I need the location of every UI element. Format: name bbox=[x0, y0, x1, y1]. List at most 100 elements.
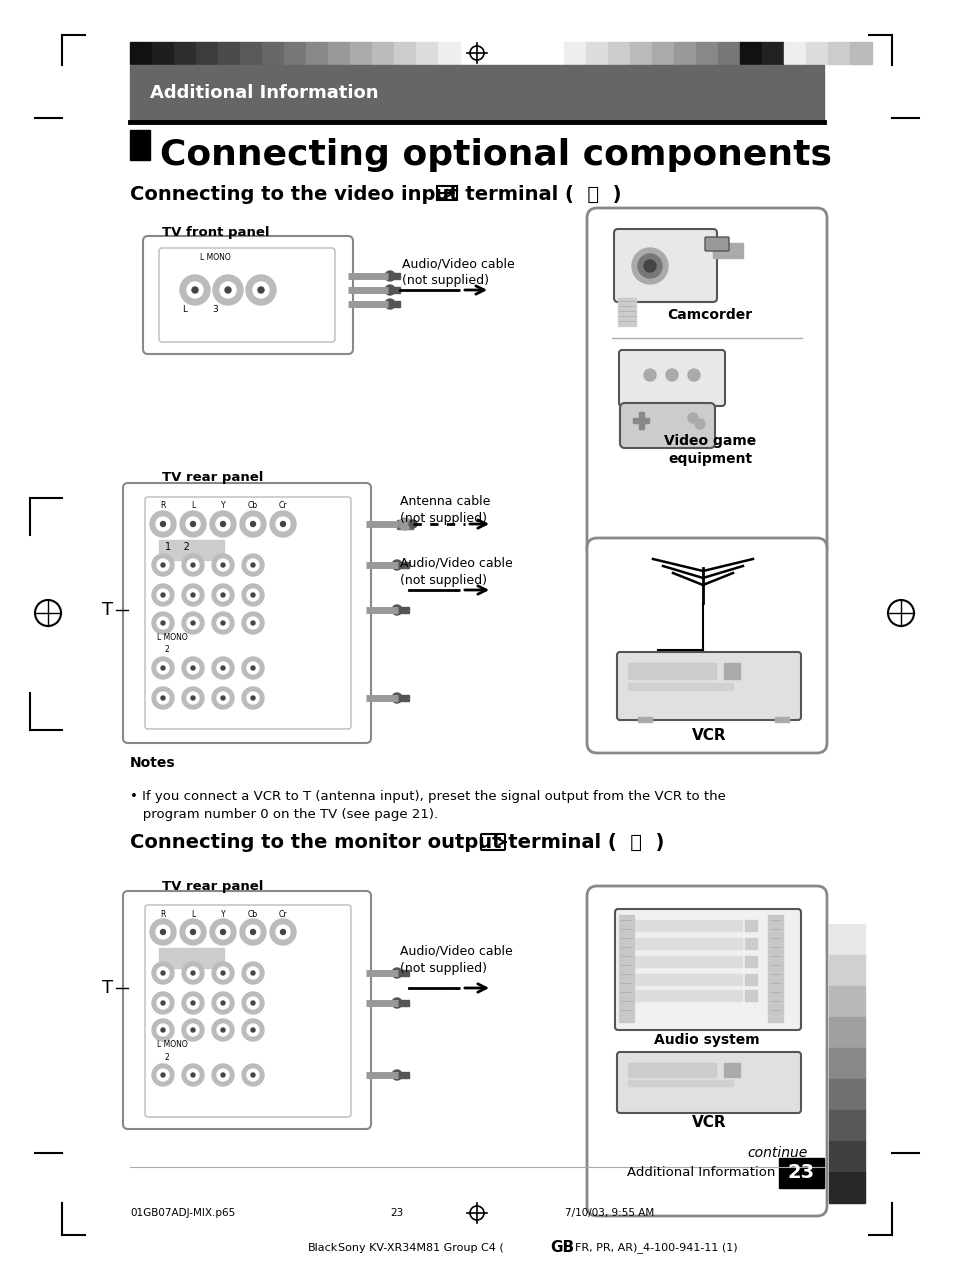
Bar bbox=[723, 1063, 740, 1077]
Bar bbox=[631, 956, 741, 966]
Text: Cr: Cr bbox=[278, 911, 287, 919]
Circle shape bbox=[187, 282, 203, 298]
Text: Connecting to the monitor output terminal (  ⩊  ): Connecting to the monitor output termina… bbox=[130, 833, 663, 852]
Text: 3: 3 bbox=[212, 305, 217, 314]
Circle shape bbox=[157, 1024, 169, 1036]
FancyBboxPatch shape bbox=[615, 909, 801, 1030]
Bar bbox=[744, 956, 757, 966]
Bar bbox=[828, 1080, 864, 1110]
Text: Sony KV-XR34M81 Group C4 (: Sony KV-XR34M81 Group C4 ( bbox=[337, 1243, 503, 1253]
Text: 23: 23 bbox=[390, 1208, 403, 1218]
Bar bbox=[563, 42, 585, 64]
Circle shape bbox=[221, 696, 225, 700]
Circle shape bbox=[157, 589, 169, 601]
Circle shape bbox=[221, 593, 225, 597]
Circle shape bbox=[187, 692, 199, 704]
Bar bbox=[638, 718, 651, 723]
Circle shape bbox=[157, 559, 169, 572]
Circle shape bbox=[182, 687, 204, 709]
Circle shape bbox=[251, 522, 255, 527]
Bar bbox=[828, 925, 864, 955]
Circle shape bbox=[242, 554, 264, 577]
FancyBboxPatch shape bbox=[145, 497, 351, 729]
Text: Audio/Video cable
(not supplied): Audio/Video cable (not supplied) bbox=[399, 945, 512, 975]
Circle shape bbox=[161, 1073, 165, 1077]
Circle shape bbox=[392, 605, 401, 615]
FancyBboxPatch shape bbox=[614, 229, 717, 302]
Bar bbox=[437, 42, 459, 64]
Circle shape bbox=[385, 298, 395, 309]
Circle shape bbox=[275, 925, 290, 939]
Circle shape bbox=[191, 1001, 194, 1005]
Circle shape bbox=[247, 662, 258, 674]
Circle shape bbox=[665, 370, 678, 381]
Text: R: R bbox=[160, 500, 166, 511]
FancyBboxPatch shape bbox=[143, 236, 353, 354]
Text: T: T bbox=[102, 601, 113, 618]
Bar bbox=[372, 42, 394, 64]
Circle shape bbox=[246, 276, 275, 305]
Bar bbox=[627, 1080, 732, 1086]
Text: R: R bbox=[160, 911, 166, 919]
Text: 1    2: 1 2 bbox=[165, 542, 190, 552]
Circle shape bbox=[187, 1024, 199, 1036]
Bar bbox=[673, 42, 696, 64]
Circle shape bbox=[695, 419, 704, 429]
Circle shape bbox=[187, 617, 199, 629]
Circle shape bbox=[242, 992, 264, 1013]
Circle shape bbox=[152, 961, 173, 984]
Bar bbox=[828, 1140, 864, 1172]
Circle shape bbox=[398, 518, 411, 530]
Bar bbox=[744, 919, 757, 931]
Circle shape bbox=[216, 559, 229, 572]
Circle shape bbox=[191, 665, 194, 671]
Circle shape bbox=[213, 276, 243, 305]
Circle shape bbox=[191, 593, 194, 597]
Bar bbox=[828, 986, 864, 1017]
Circle shape bbox=[212, 554, 233, 577]
Circle shape bbox=[216, 1024, 229, 1036]
Text: Y: Y bbox=[220, 500, 225, 511]
FancyBboxPatch shape bbox=[617, 1052, 801, 1113]
Circle shape bbox=[253, 282, 269, 298]
Bar bbox=[723, 663, 740, 679]
Circle shape bbox=[212, 961, 233, 984]
Circle shape bbox=[161, 1027, 165, 1033]
Circle shape bbox=[242, 612, 264, 634]
Circle shape bbox=[687, 370, 700, 381]
Bar bbox=[633, 418, 648, 423]
Text: VCR: VCR bbox=[691, 728, 725, 743]
Bar bbox=[783, 42, 805, 64]
Circle shape bbox=[220, 522, 225, 527]
Circle shape bbox=[161, 563, 165, 566]
Circle shape bbox=[212, 657, 233, 679]
Circle shape bbox=[191, 1027, 194, 1033]
Text: 2: 2 bbox=[165, 645, 170, 654]
Bar bbox=[396, 519, 413, 530]
Circle shape bbox=[251, 593, 254, 597]
Bar bbox=[159, 947, 224, 968]
Text: Additional Information: Additional Information bbox=[626, 1167, 774, 1180]
Circle shape bbox=[186, 517, 200, 531]
Circle shape bbox=[242, 1019, 264, 1041]
FancyBboxPatch shape bbox=[586, 208, 826, 558]
Circle shape bbox=[216, 966, 229, 979]
Circle shape bbox=[251, 972, 254, 975]
Circle shape bbox=[251, 696, 254, 700]
Circle shape bbox=[210, 511, 235, 537]
Circle shape bbox=[182, 554, 204, 577]
FancyBboxPatch shape bbox=[704, 237, 728, 251]
Circle shape bbox=[280, 522, 285, 527]
Bar bbox=[152, 42, 173, 64]
Circle shape bbox=[191, 1073, 194, 1077]
Bar bbox=[394, 42, 416, 64]
Circle shape bbox=[157, 692, 169, 704]
Bar bbox=[828, 1017, 864, 1048]
Circle shape bbox=[152, 657, 173, 679]
Circle shape bbox=[385, 271, 395, 281]
Circle shape bbox=[187, 1069, 199, 1081]
Circle shape bbox=[187, 559, 199, 572]
Bar bbox=[395, 999, 409, 1006]
Circle shape bbox=[251, 1001, 254, 1005]
Text: Black: Black bbox=[308, 1243, 337, 1253]
